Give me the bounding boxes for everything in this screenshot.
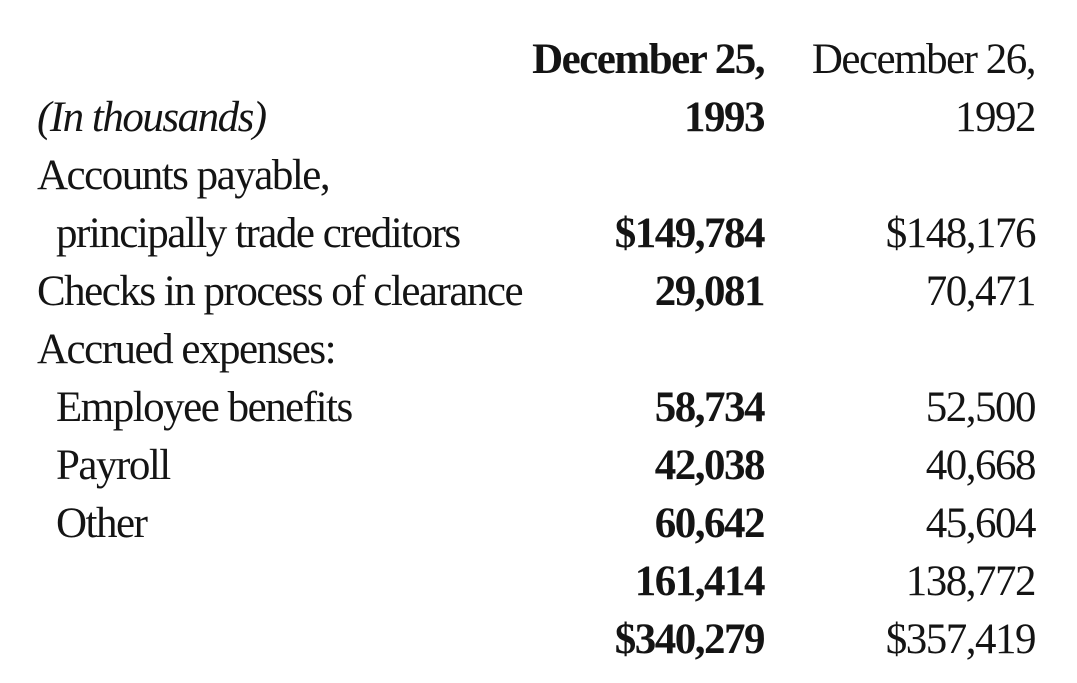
col2-header-line2: 1992 bbox=[955, 94, 1037, 141]
col1-header-line1: December 25, bbox=[532, 36, 765, 83]
col1-header-line2: 1993 bbox=[684, 94, 766, 141]
total-1992: $357,419 bbox=[885, 616, 1037, 663]
units-label: (In thousands) bbox=[37, 94, 267, 141]
subtotal-row: 161,414 138,772 bbox=[0, 553, 1077, 611]
table-row: principally trade creditors $149,784 $14… bbox=[0, 205, 1077, 263]
value-1992: $148,176 bbox=[885, 210, 1037, 257]
header-row-1: December 25, December 26, bbox=[0, 31, 1077, 89]
table-row: Checks in process of clearance 29,081 70… bbox=[0, 263, 1077, 321]
value-1993: $149,784 bbox=[614, 210, 766, 257]
value-1993: 42,038 bbox=[654, 442, 766, 489]
col2-header-line1: December 26, bbox=[811, 36, 1037, 83]
total-row: $340,279 $357,419 bbox=[0, 611, 1077, 669]
row-label: principally trade creditors bbox=[56, 210, 461, 257]
value-1993: 60,642 bbox=[654, 500, 766, 547]
value-1992: 40,668 bbox=[925, 442, 1037, 489]
value-1992: 45,604 bbox=[925, 500, 1037, 547]
subtotal-1992: 138,772 bbox=[905, 558, 1037, 605]
row-label: Accrued expenses: bbox=[37, 326, 337, 373]
table-row: Accounts payable, bbox=[0, 147, 1077, 205]
row-label: Other bbox=[56, 500, 148, 547]
row-label: Payroll bbox=[56, 442, 171, 489]
table-row: Payroll 42,038 40,668 bbox=[0, 437, 1077, 495]
value-1992: 52,500 bbox=[925, 384, 1037, 431]
row-label: Employee benefits bbox=[56, 384, 353, 431]
row-label: Checks in process of clearance bbox=[37, 268, 524, 315]
header-row-2: (In thousands) 1993 1992 bbox=[0, 89, 1077, 147]
table-row: Employee benefits 58,734 52,500 bbox=[0, 379, 1077, 437]
value-1993: 29,081 bbox=[654, 268, 766, 315]
total-1993: $340,279 bbox=[614, 616, 766, 663]
subtotal-1993: 161,414 bbox=[634, 558, 766, 605]
table-row: Accrued expenses: bbox=[0, 321, 1077, 379]
value-1993: 58,734 bbox=[654, 384, 766, 431]
value-1992: 70,471 bbox=[925, 268, 1037, 315]
row-label: Accounts payable, bbox=[37, 152, 331, 199]
table-row: Other 60,642 45,604 bbox=[0, 495, 1077, 553]
